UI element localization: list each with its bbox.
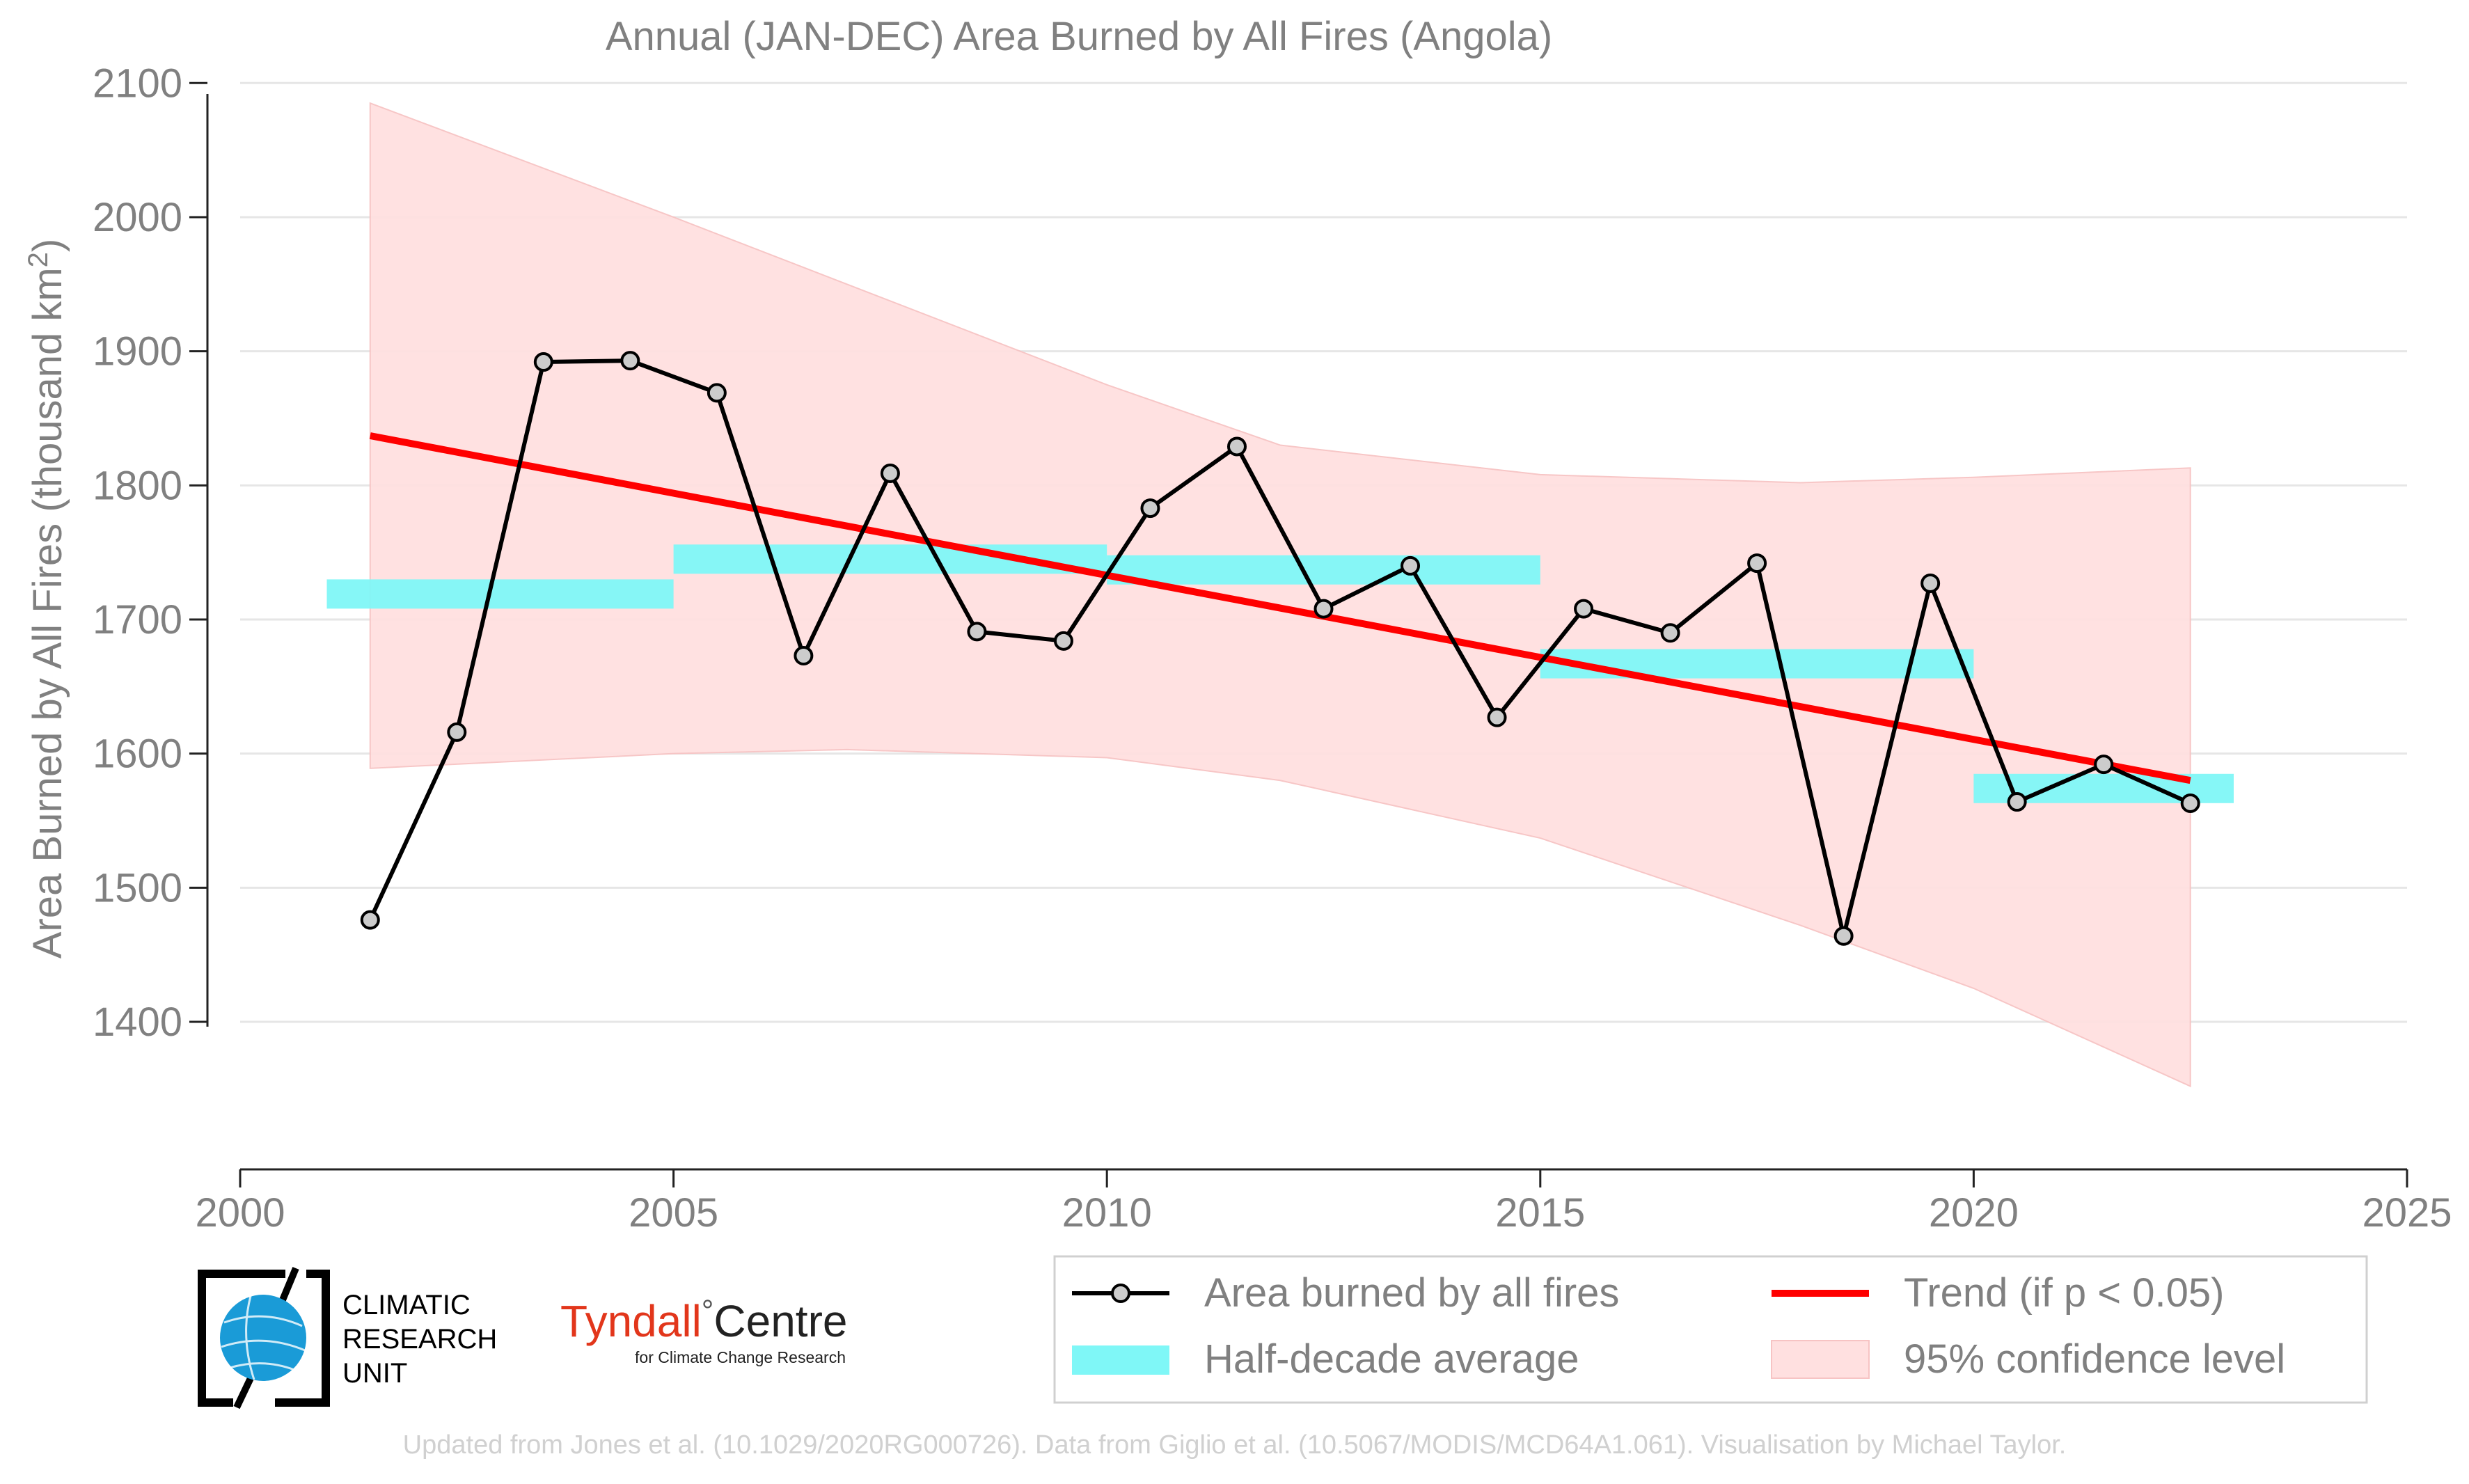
y-tick-label-1400: 1400 (93, 1000, 182, 1045)
y-tick-label-1900: 1900 (93, 329, 182, 374)
footer-credits: Updated from Jones et al. (10.1029/2020R… (402, 1430, 2067, 1460)
data-point-2020.5 (2007, 792, 2027, 812)
data-point-2005.5 (707, 383, 727, 403)
confidence-band-area (369, 102, 2191, 1088)
half-decade-bar-1 (673, 544, 1107, 574)
legend-frame (1053, 1255, 2368, 1404)
y-axis-label-text: Area Burned by All Fires (thousand km (25, 267, 70, 958)
confidence-band (369, 102, 2191, 1088)
tyndall-logo: Tyndall°Centre for Climate Change Resear… (560, 1294, 847, 1366)
y-tick-label-1800: 1800 (93, 463, 182, 508)
data-point-2016.5 (1660, 623, 1680, 643)
cru-logo-frame (198, 1270, 330, 1407)
data-point-2007.5 (880, 463, 900, 483)
data-point-2011.5 (1226, 436, 1247, 457)
cru-globe-lines (221, 1295, 306, 1380)
half-decade-bar-0 (326, 579, 674, 609)
cru-line-1: CLIMATIC (342, 1290, 471, 1320)
tyndall-name: Tyndall (560, 1296, 702, 1346)
legend-label-area-burned: Area burned by all fires (1204, 1270, 1619, 1316)
data-point-2004.5 (620, 351, 640, 371)
data-point-2012.5 (1314, 599, 1334, 619)
data-point-2008.5 (967, 622, 987, 642)
data-point-2019.5 (1920, 573, 1941, 593)
tyndall-subtitle: for Climate Change Research (635, 1348, 846, 1366)
data-point-2015.5 (1574, 599, 1594, 619)
y-tick-label-1500: 1500 (93, 865, 182, 910)
data-point-2017.5 (1747, 553, 1767, 574)
data-point-2002.5 (447, 722, 467, 742)
y-axis-label-superscript: 2 (23, 252, 54, 267)
half-decade-bar-2 (1107, 555, 1540, 585)
x-tick-label-2000: 2000 (195, 1190, 285, 1236)
data-point-2006.5 (794, 646, 814, 666)
trend-line (369, 432, 2191, 784)
y-axis-label-close: ) (25, 239, 70, 252)
chart-title: Annual (JAN-DEC) Area Burned by All Fire… (606, 14, 1552, 59)
legend-marker-swatch (1111, 1284, 1130, 1303)
x-tick-label-2005: 2005 (629, 1190, 718, 1236)
x-tick-label-2025: 2025 (2362, 1190, 2452, 1236)
cru-logo-slash (233, 1267, 299, 1410)
tyndall-degree: ° (702, 1294, 714, 1328)
x-tick-label-2015: 2015 (1495, 1190, 1585, 1236)
y-tick-label-1600: 1600 (93, 732, 182, 777)
cru-logo: CLIMATIC RESEARCH UNIT (198, 1267, 497, 1410)
trend-line-segment (369, 432, 2191, 784)
data-point-2014.5 (1487, 707, 1507, 727)
area-burned-line (368, 358, 2191, 938)
tyndall-centre: Centre (713, 1296, 847, 1346)
tyndall-wordmark: Tyndall°Centre (560, 1294, 847, 1346)
data-point-2021.5 (2094, 755, 2114, 775)
cru-globe-icon (220, 1295, 306, 1381)
cru-line-2: RESEARCH (342, 1324, 497, 1355)
data-point-2009.5 (1053, 631, 1073, 651)
data-point-2022.5 (2180, 793, 2200, 813)
axes: 1400 1500 1600 1700 1800 1900 2000 2100 2000 2005… (93, 61, 2452, 1236)
data-point-2003.5 (533, 352, 553, 372)
legend: Area burned by all fires Trend (if p < 0… (1053, 1255, 2368, 1404)
y-tick-label-1700: 1700 (93, 597, 182, 642)
legend-label-half-decade: Half-decade average (1204, 1336, 1579, 1382)
data-point-2001.5 (360, 910, 380, 930)
y-tick-label-2100: 2100 (93, 61, 182, 106)
legend-confidence-swatch (1771, 1340, 1870, 1379)
data-point-2013.5 (1401, 555, 1421, 576)
x-tick-label-2010: 2010 (1062, 1190, 1152, 1236)
data-point-2018.5 (1833, 926, 1854, 946)
legend-half-decade-swatch (1072, 1345, 1169, 1375)
x-tick-label-2020: 2020 (1929, 1190, 2019, 1236)
cru-line-3: UNIT (342, 1358, 407, 1389)
data-series (360, 351, 2200, 946)
y-tick-label-2000: 2000 (93, 195, 182, 240)
y-axis-label: Area Burned by All Fires (thousand km2) (23, 239, 70, 959)
data-point-2010.5 (1140, 498, 1160, 519)
legend-label-trend: Trend (if p < 0.05) (1904, 1270, 2224, 1316)
legend-label-confidence: 95% confidence level (1904, 1336, 2285, 1382)
